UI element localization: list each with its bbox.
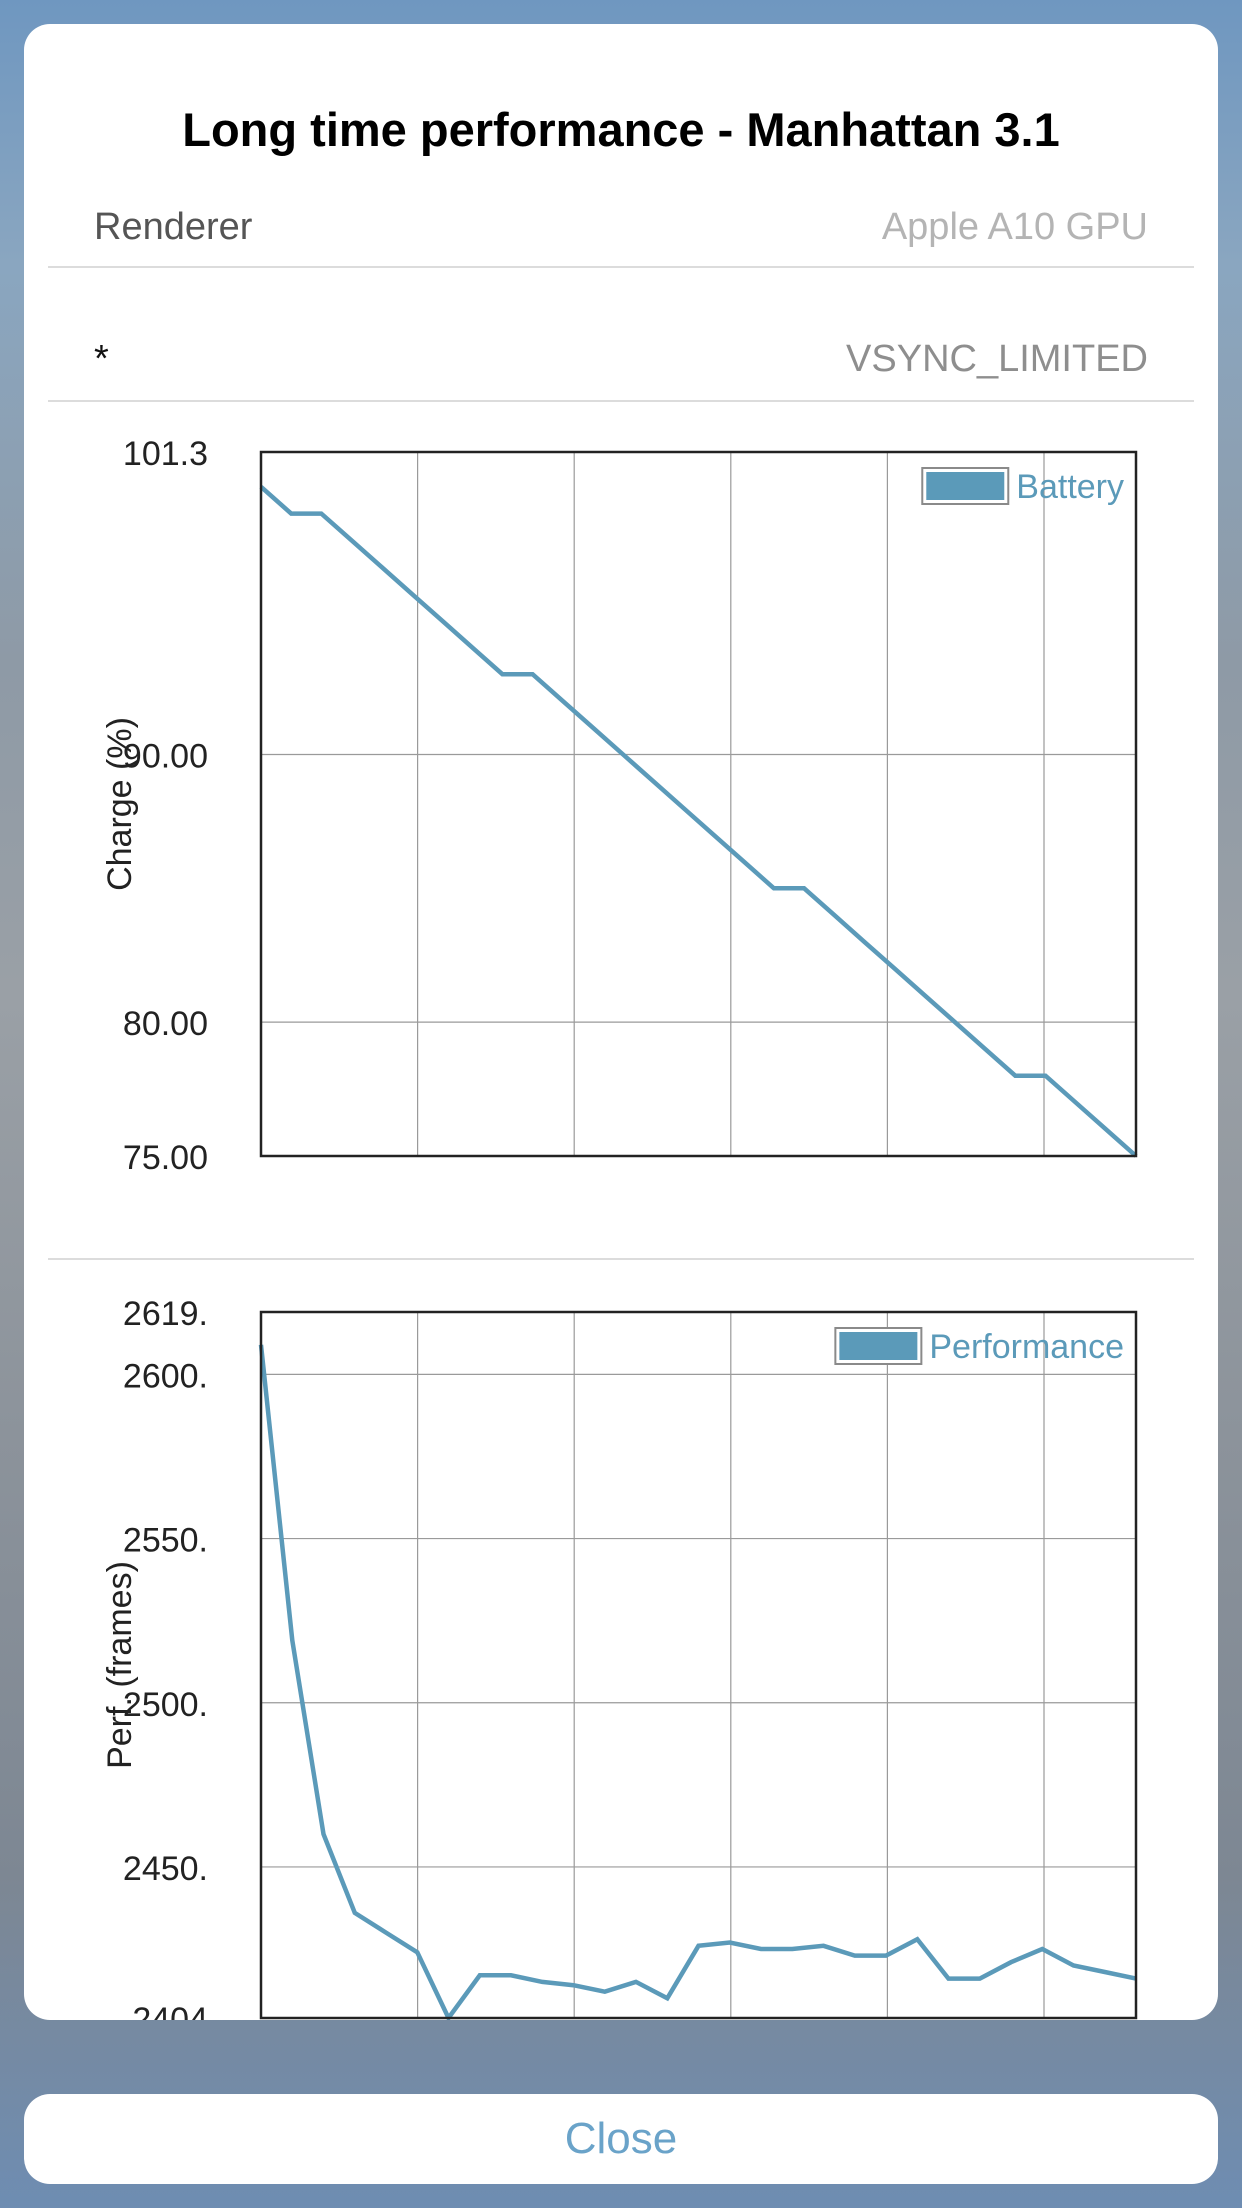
series-line-battery	[259, 485, 1138, 1158]
legend-label-battery: Battery	[1016, 468, 1124, 506]
legend-label-performance: Performance	[929, 1328, 1124, 1366]
y-tick-label: 75.00	[123, 1139, 208, 1177]
y-tick-label: 101.3	[123, 435, 208, 473]
renderer-value: Apple A10 GPU	[881, 206, 1148, 248]
battery-chart: 101.3 90.00 80.00 75.00 Charge (%) Battery	[101, 435, 1138, 1177]
close-button[interactable]: Close	[24, 2094, 1218, 2184]
legend-swatch	[839, 1332, 918, 1360]
row-divider	[48, 400, 1194, 402]
plot-frame	[259, 450, 1138, 1158]
y-tick-label: 80.00	[123, 1005, 208, 1043]
setting-value: VSYNC_LIMITED	[846, 338, 1148, 380]
y-tick-label: 2550.	[123, 1522, 208, 1560]
series-line-performance	[258, 1344, 1137, 2020]
plot-frame	[259, 1310, 1138, 2020]
y-tick-label: 90.00	[123, 737, 208, 775]
dialog-title: Long time performance - Manhattan 3.1	[182, 103, 1060, 156]
performance-chart: 2619. 2600. 2550. 2500. 2450. 2404 Perf. (fram…	[101, 1295, 1138, 2020]
y-tick-label: 2600.	[123, 1357, 208, 1395]
y-tick-label: 2500.	[123, 1686, 208, 1724]
legend-swatch	[926, 472, 1005, 500]
y-axis-label: Perf. (frames)	[101, 1561, 139, 1769]
y-axis-label: Charge (%)	[101, 717, 139, 891]
renderer-label: Renderer	[94, 206, 253, 248]
setting-label: *	[94, 338, 109, 380]
row-divider	[48, 266, 1194, 268]
y-tick-label: 2619.	[123, 1295, 208, 1333]
performance-dialog: Long time performance - Manhattan 3.1 Re…	[24, 24, 1218, 2020]
y-tick-label: 2404	[132, 2001, 208, 2020]
y-tick-label: 2450.	[123, 1850, 208, 1888]
chart-divider	[48, 1258, 1194, 1260]
